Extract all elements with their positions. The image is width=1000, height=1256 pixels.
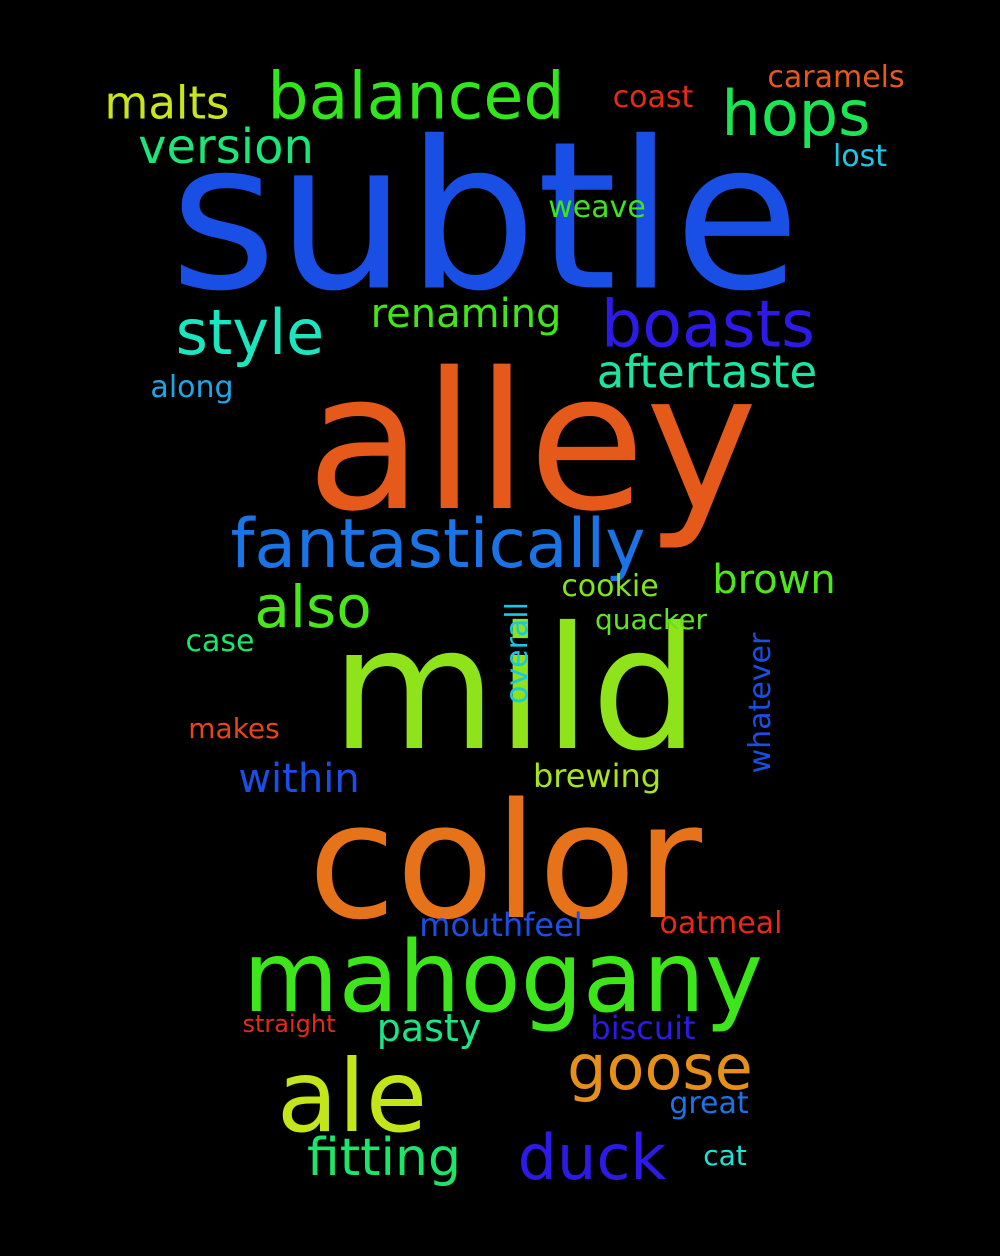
- word-balanced: balanced: [267, 59, 565, 135]
- word-brewing: brewing: [532, 757, 662, 795]
- word-makes: makes: [188, 712, 280, 745]
- word-aftertaste: aftertaste: [596, 345, 818, 399]
- word-version: version: [138, 119, 314, 175]
- word-overall: overall: [500, 602, 535, 704]
- word-within: within: [238, 756, 360, 802]
- word-boasts: boasts: [600, 287, 816, 363]
- word-straight: straight: [242, 1010, 336, 1038]
- word-subtle: subtle: [169, 98, 801, 337]
- word-caramels: caramels: [767, 60, 905, 95]
- word-renaming: renaming: [370, 291, 562, 337]
- word-great: great: [669, 1086, 749, 1121]
- word-style: style: [175, 296, 325, 369]
- word-quacker: quacker: [594, 603, 708, 636]
- word-brown: brown: [712, 557, 836, 603]
- word-hops: hops: [721, 77, 871, 150]
- word-goose: goose: [567, 1031, 753, 1104]
- word-ale: ale: [276, 1038, 428, 1155]
- word-along: along: [150, 370, 234, 405]
- word-cat: cat: [703, 1139, 747, 1172]
- word-case: case: [185, 624, 255, 659]
- word-weave: weave: [548, 190, 646, 225]
- word-mahogany: mahogany: [243, 921, 763, 1035]
- word-oatmeal: oatmeal: [659, 906, 783, 941]
- word-mild: mild: [331, 591, 699, 789]
- word-mouthfeel: mouthfeel: [419, 906, 583, 944]
- word-biscuit: biscuit: [590, 1009, 696, 1047]
- word-whatever: whatever: [743, 632, 778, 774]
- word-cookie: cookie: [561, 569, 659, 604]
- word-malts: malts: [104, 76, 230, 130]
- word-color: color: [308, 768, 702, 955]
- word-lost: lost: [832, 139, 888, 174]
- word-alley: alley: [306, 332, 758, 553]
- word-coast: coast: [612, 80, 694, 115]
- word-pasty: pasty: [376, 1006, 482, 1050]
- word-also: also: [254, 573, 372, 641]
- word-fantastically: fantastically: [230, 505, 646, 584]
- word-duck: duck: [517, 1121, 667, 1194]
- word-fitting: fitting: [307, 1128, 461, 1188]
